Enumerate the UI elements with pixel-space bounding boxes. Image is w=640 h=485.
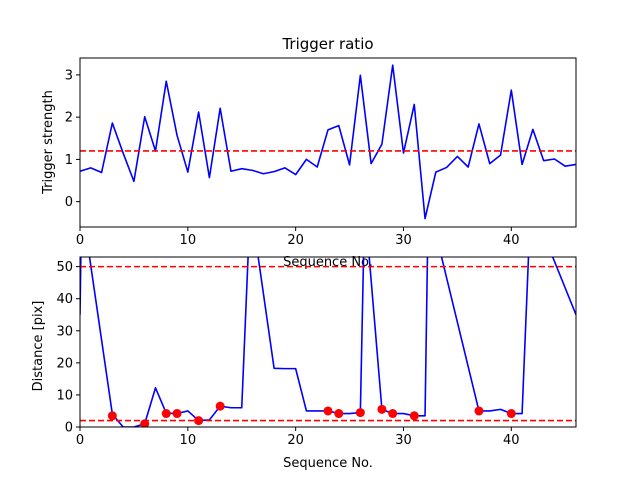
plot-area-bottom <box>80 257 576 427</box>
data-point <box>323 406 333 416</box>
y-tick-label: 0 <box>65 421 73 436</box>
x-tick-label: 40 <box>503 233 520 248</box>
y-tick-label: 2 <box>65 111 73 126</box>
y-tick-label: 20 <box>56 356 73 371</box>
x-tick-label: 30 <box>395 233 412 248</box>
y-tick-label: 0 <box>65 195 73 210</box>
x-tick-label: 30 <box>395 433 412 448</box>
plot-frame <box>79 57 577 228</box>
data-point <box>409 411 419 421</box>
plot-frame <box>79 256 577 428</box>
x-tick-label: 40 <box>503 433 520 448</box>
y-tick-label: 30 <box>56 324 73 339</box>
y-tick-label: 1 <box>65 153 73 168</box>
data-point <box>377 404 387 414</box>
x-tick-label: 10 <box>180 233 197 248</box>
x-tick-label: 20 <box>287 433 304 448</box>
data-point <box>107 411 117 421</box>
data-point <box>334 409 344 419</box>
y-axis-label-top: Trigger strength <box>41 90 56 195</box>
y-tick-label: 40 <box>56 292 73 307</box>
data-point <box>172 409 182 419</box>
data-point <box>506 409 516 419</box>
data-point <box>215 401 225 411</box>
data-point <box>161 409 171 419</box>
x-tick-label: 0 <box>76 433 84 448</box>
data-point <box>388 409 398 419</box>
y-axis-label-bottom: Distance [pix] <box>31 301 46 392</box>
y-tick-label: 3 <box>65 68 73 83</box>
y-tick-label: 50 <box>56 260 73 275</box>
data-point <box>474 406 484 416</box>
y-tick-label: 10 <box>56 388 73 403</box>
x-tick-label: 10 <box>180 433 197 448</box>
data-point <box>355 408 365 418</box>
x-tick-label: 20 <box>287 233 304 248</box>
series-line <box>80 64 576 220</box>
x-tick-label: 0 <box>76 233 84 248</box>
chart-title: Trigger ratio <box>281 35 373 53</box>
x-axis-label-bottom: Sequence No. <box>283 456 373 471</box>
plot-area-top <box>80 64 576 220</box>
series-line <box>80 257 576 427</box>
